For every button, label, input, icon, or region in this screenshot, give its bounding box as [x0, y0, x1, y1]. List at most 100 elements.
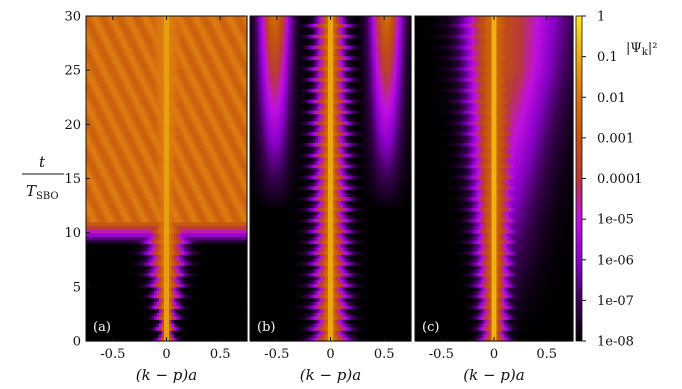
heatmap-cell: [244, 247, 248, 252]
heatmap-cell: [126, 250, 130, 255]
heatmap-cell: [101, 283, 105, 288]
heatmap-cell: [179, 297, 183, 302]
heatmap-cell: [128, 286, 132, 292]
heatmap-cell: [239, 276, 243, 281]
heatmap-cell: [189, 337, 193, 342]
heatmap-cell: [126, 297, 130, 302]
heatmap-cell: [148, 268, 153, 273]
heatmap-cell: [86, 276, 90, 281]
heatmap-cell: [171, 315, 175, 320]
heatmap-cell: [96, 297, 100, 302]
heatmap-cell: [136, 239, 140, 245]
heatmap-cell: [148, 322, 153, 328]
heatmap-cell: [118, 294, 122, 299]
heatmap-cell: [214, 319, 218, 324]
heatmap-cell: [86, 301, 90, 306]
heatmap-cell: [138, 290, 142, 295]
heatmap-cell: [214, 326, 218, 331]
heatmap-cell: [103, 261, 107, 266]
heatmap-cell: [244, 272, 248, 277]
heatmap-cell: [199, 243, 203, 248]
heatmap-cell: [186, 286, 190, 292]
heatmap-cell: [176, 239, 180, 245]
heatmap-cell: [229, 257, 233, 263]
heatmap-cell: [141, 294, 145, 299]
heatmap-cell: [224, 283, 228, 288]
heatmap-cell: [169, 301, 173, 306]
heatmap-cell: [236, 297, 241, 302]
heatmap-cell: [236, 250, 241, 255]
heatmap-cell: [221, 290, 225, 295]
heatmap-cell: [239, 337, 243, 342]
heatmap-cell: [116, 290, 120, 295]
heatmap-cell: [133, 297, 137, 302]
heatmap-cell: [171, 319, 175, 324]
heatmap-cell: [211, 304, 215, 310]
heatmap-cell: [189, 250, 193, 255]
heatmap-cell: [241, 319, 246, 324]
heatmap-cell: [143, 315, 147, 320]
heatmap-cell: [156, 337, 160, 342]
heatmap-cell: [174, 322, 178, 328]
heatmap-cell: [108, 290, 112, 295]
heatmap-cell: [169, 268, 173, 273]
heatmap-cell: [158, 297, 163, 302]
heatmap-cell: [108, 272, 112, 277]
heatmap-cell: [226, 286, 230, 292]
heatmap-cell: [146, 297, 150, 302]
heatmap-cell: [216, 254, 220, 259]
heatmap-cell: [189, 276, 193, 281]
heatmap-cell: [151, 326, 155, 331]
heatmap-cell: [199, 261, 203, 266]
heatmap-cell: [151, 337, 155, 342]
heatmap-cell: [234, 265, 238, 270]
heatmap-cell: [156, 250, 160, 255]
heatmap-cell: [108, 254, 112, 259]
heatmap-cell: [106, 290, 110, 295]
heatmap-cell: [196, 272, 200, 277]
heatmap-cell: [91, 276, 95, 281]
heatmap-cell: [219, 261, 223, 266]
heatmap-cell: [229, 315, 233, 320]
heatmap-cell: [151, 257, 155, 263]
heatmap-cell: [236, 304, 241, 310]
heatmap-cell: [98, 322, 102, 328]
heatmap-cell: [219, 247, 223, 252]
heatmap-cell: [138, 297, 142, 302]
heatmap-cell: [133, 261, 137, 266]
heatmap-cell: [101, 247, 105, 252]
heatmap-cell: [171, 333, 175, 338]
heatmap-cell: [216, 261, 220, 266]
heatmap-cell: [191, 276, 195, 281]
heatmap-cell: [103, 337, 107, 342]
heatmap-cell: [211, 272, 215, 277]
heatmap-cell: [189, 319, 193, 324]
heatmap-cell: [128, 308, 132, 313]
heatmap-cell: [239, 322, 243, 328]
heatmap-cell: [96, 294, 100, 299]
heatmap-cell: [201, 286, 205, 292]
heatmap-cell: [103, 265, 107, 270]
heatmap-cell: [136, 261, 140, 266]
heatmap-cell: [88, 319, 92, 324]
heatmap-cell: [216, 333, 220, 338]
heatmap-cell: [226, 312, 230, 317]
heatmap-cell: [174, 236, 178, 241]
heatmap-cell: [98, 297, 102, 302]
heatmap-cell: [103, 333, 107, 338]
heatmap-cell: [158, 315, 163, 320]
heatmap-cell: [118, 333, 122, 338]
heatmap-cell: [123, 337, 127, 342]
heatmap-cell: [126, 276, 130, 281]
heatmap-cell: [231, 290, 236, 295]
heatmap-cell: [136, 250, 140, 255]
heatmap-cell: [156, 239, 160, 245]
heatmap-cell: [88, 297, 92, 302]
heatmap-cell: [161, 257, 165, 263]
heatmap-cell: [108, 319, 112, 324]
heatmap-cell: [158, 239, 163, 245]
heatmap-cell: [111, 290, 115, 295]
heatmap-cell: [211, 254, 215, 259]
heatmap-cell: [236, 330, 241, 335]
heatmap-cell: [91, 312, 95, 317]
